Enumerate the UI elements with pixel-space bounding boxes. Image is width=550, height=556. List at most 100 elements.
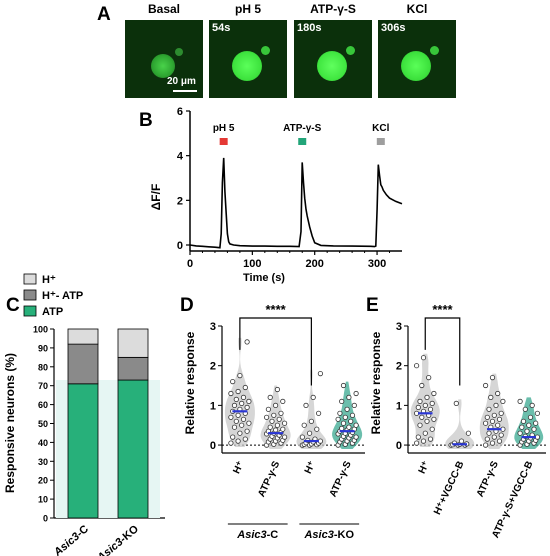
stimulus-marker	[219, 138, 228, 145]
data-point	[310, 394, 316, 400]
data-point	[239, 422, 245, 428]
data-point	[271, 412, 277, 418]
y-tick-label: 50	[38, 419, 48, 429]
violin-body	[296, 369, 327, 449]
category-label: Asic3-KO	[95, 523, 142, 556]
data-point	[308, 418, 314, 424]
data-point	[519, 424, 525, 430]
data-point	[274, 422, 281, 428]
y-tick-label: 80	[38, 362, 48, 372]
data-point	[427, 406, 434, 412]
y-tick-label: 20	[38, 476, 48, 486]
data-point	[491, 434, 497, 440]
data-point	[353, 422, 359, 428]
data-point	[273, 402, 279, 408]
data-point	[280, 398, 286, 404]
panel-letter-c: C	[6, 295, 20, 316]
data-point	[429, 426, 435, 432]
data-point	[495, 390, 501, 397]
data-point	[299, 434, 306, 440]
data-point	[228, 390, 234, 397]
data-point	[316, 410, 322, 416]
image-title-basal: Basal	[147, 2, 181, 16]
data-point	[353, 434, 359, 440]
data-point	[420, 438, 427, 444]
significance-bracket	[424, 317, 461, 386]
y-tick-label: 10	[38, 495, 48, 505]
data-point	[422, 402, 428, 408]
data-point	[500, 398, 506, 404]
data-point	[269, 418, 275, 424]
significance-label: ****	[266, 302, 287, 317]
y-tick-label: 6	[177, 106, 183, 118]
significance-bracket	[239, 317, 312, 386]
data-point	[453, 400, 459, 406]
data-point	[282, 434, 288, 440]
data-point	[231, 402, 238, 408]
bar-segment	[67, 343, 99, 385]
data-point	[307, 430, 313, 436]
data-point	[244, 428, 250, 434]
data-point	[237, 430, 243, 436]
data-point	[484, 414, 490, 420]
data-point	[230, 379, 236, 385]
stacked-bar-chart: H⁺ H⁺- ATP ATP 0 10 20 30 40 50 60 70 80 90 100 Asic…	[3, 273, 165, 556]
trace-axes: 0 2 4 6 0 100 200 300	[177, 106, 402, 270]
data-point	[527, 414, 534, 420]
cell-body	[317, 51, 347, 81]
y-tick-label: 70	[38, 381, 48, 391]
cell-fragment	[261, 46, 270, 55]
data-point	[526, 422, 532, 428]
category-label: ATP-γ-S	[256, 459, 282, 499]
data-point	[314, 426, 320, 432]
data-point	[415, 434, 421, 440]
x-tick-label: 0	[187, 258, 193, 270]
cell-fragment	[430, 46, 439, 55]
x-tick-label: 100	[243, 258, 261, 270]
data-point	[531, 426, 537, 432]
bar-segment	[67, 383, 99, 519]
data-point	[228, 414, 234, 420]
scale-bar	[173, 90, 197, 92]
data-point	[483, 420, 489, 426]
data-point	[339, 425, 345, 431]
data-point	[233, 396, 239, 402]
data-point	[235, 388, 241, 395]
bar-y-label: Responsive neurons (%)	[3, 353, 17, 493]
group-label: Asic3-KO	[303, 529, 354, 541]
data-point	[483, 382, 489, 389]
data-point	[282, 420, 288, 426]
category-label: H⁺	[417, 460, 432, 476]
data-point	[240, 394, 247, 400]
data-point	[244, 404, 250, 410]
data-point	[273, 427, 279, 433]
data-point	[264, 414, 270, 420]
image-atp: 180s	[294, 20, 372, 98]
stimulus-label: pH 5	[213, 123, 235, 134]
cell-body	[401, 51, 431, 81]
bar-segment	[117, 356, 149, 381]
image-title-ph5: pH 5	[234, 2, 261, 16]
violin-chart-d: 0 1 2 3 H⁺ ATP-γ-S H⁺ ATP-γ-S **** Asic3-C Asic3-K…	[183, 302, 365, 541]
data-point	[496, 416, 503, 422]
trace-x-label: Time (s)	[243, 272, 285, 284]
panel-letter-a: A	[97, 4, 111, 25]
scale-label: 20 μm	[167, 76, 196, 87]
violin-body	[445, 399, 475, 449]
data-point	[246, 420, 252, 426]
cell-fragment	[346, 46, 355, 55]
data-point	[337, 410, 343, 416]
y-tick-label: 0	[396, 440, 402, 452]
panel-letter-b: B	[139, 110, 153, 131]
category-label: H⁺	[303, 460, 318, 476]
data-point	[427, 436, 434, 442]
data-point	[346, 394, 352, 400]
image-time-kcl: 306s	[381, 22, 406, 34]
y-tick-label: 30	[38, 457, 48, 467]
bar-segment	[67, 328, 99, 345]
y-tick-label: 2	[177, 195, 183, 207]
y-tick-label: 1	[396, 400, 402, 412]
data-point	[498, 410, 504, 416]
stimulus-label: KCl	[372, 123, 389, 134]
